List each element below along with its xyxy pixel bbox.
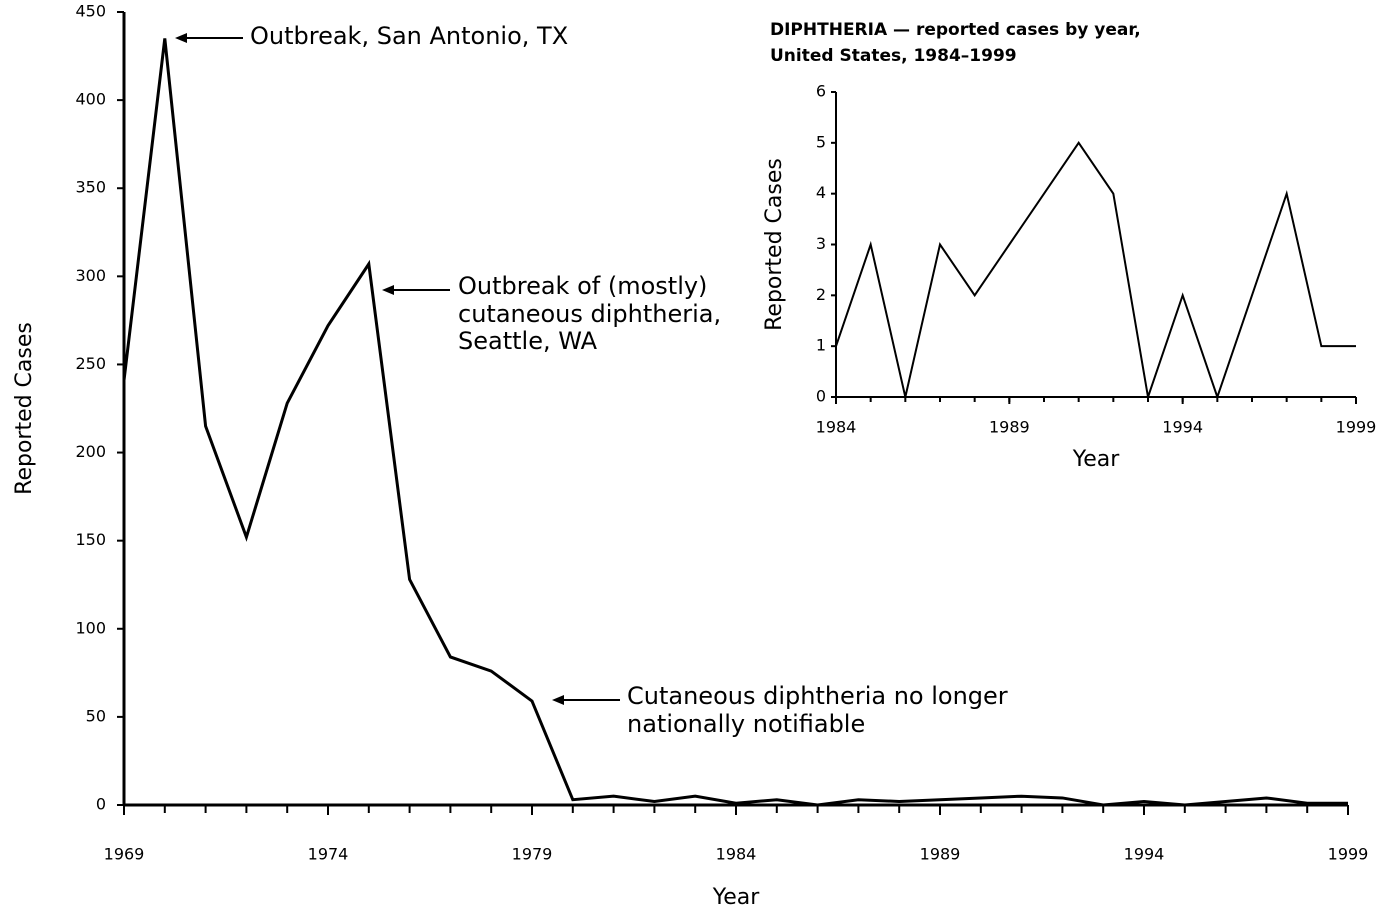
- y-tick-label: 150: [75, 530, 106, 549]
- x-tick-label: 1979: [512, 845, 553, 864]
- chart-title: DIPHTHERIA — reported cases by year,: [770, 20, 1141, 40]
- x-axis-label: Year: [712, 885, 761, 910]
- x-tick-label: 1999: [1336, 418, 1377, 437]
- y-tick-label: 50: [86, 706, 106, 725]
- y-tick-label: 400: [75, 90, 106, 109]
- annotation: Outbreak, San Antonio, TX: [250, 22, 568, 50]
- y-tick-label: 350: [75, 178, 106, 197]
- y-tick-label: 1: [816, 336, 826, 355]
- x-tick-label: 1989: [989, 418, 1030, 437]
- x-tick-label: 1989: [920, 845, 961, 864]
- annotation-arrowhead: [382, 285, 394, 295]
- y-tick-label: 6: [816, 82, 826, 101]
- annotation: nationally notifiable: [627, 710, 865, 738]
- annotation: Cutaneous diphtheria no longer: [627, 682, 1008, 710]
- y-tick-label: 300: [75, 266, 106, 285]
- data-line: [122, 38, 1348, 807]
- data-line: [835, 141, 1356, 401]
- x-tick-label: 1969: [104, 845, 145, 864]
- x-tick-label: 1984: [816, 418, 857, 437]
- y-tick-label: 100: [75, 618, 106, 637]
- y-tick-label: 450: [75, 2, 106, 21]
- chart-title: United States, 1984–1999: [770, 46, 1017, 66]
- y-tick-label: 0: [816, 387, 826, 406]
- y-axis-label: Reported Cases: [12, 322, 37, 495]
- annotation: cutaneous diphtheria,: [458, 300, 721, 328]
- y-tick-label: 0: [96, 795, 106, 814]
- annotation: Seattle, WA: [458, 327, 598, 355]
- y-tick-label: 5: [816, 132, 826, 151]
- x-tick-label: 1994: [1124, 845, 1165, 864]
- x-tick-label: 1974: [308, 845, 349, 864]
- y-tick-label: 250: [75, 354, 106, 373]
- annotation-arrowhead: [175, 33, 187, 43]
- y-axis-label: Reported Cases: [762, 158, 787, 331]
- x-tick-label: 1999: [1328, 845, 1369, 864]
- y-tick-label: 3: [816, 234, 826, 253]
- x-axis-label: Year: [1072, 447, 1121, 472]
- y-tick-label: 2: [816, 285, 826, 304]
- y-tick-label: 4: [816, 183, 826, 202]
- y-tick-label: 200: [75, 442, 106, 461]
- x-tick-label: 1994: [1162, 418, 1203, 437]
- x-tick-label: 1984: [716, 845, 757, 864]
- annotation: Outbreak of (mostly): [458, 272, 707, 300]
- annotation-arrowhead: [552, 695, 564, 705]
